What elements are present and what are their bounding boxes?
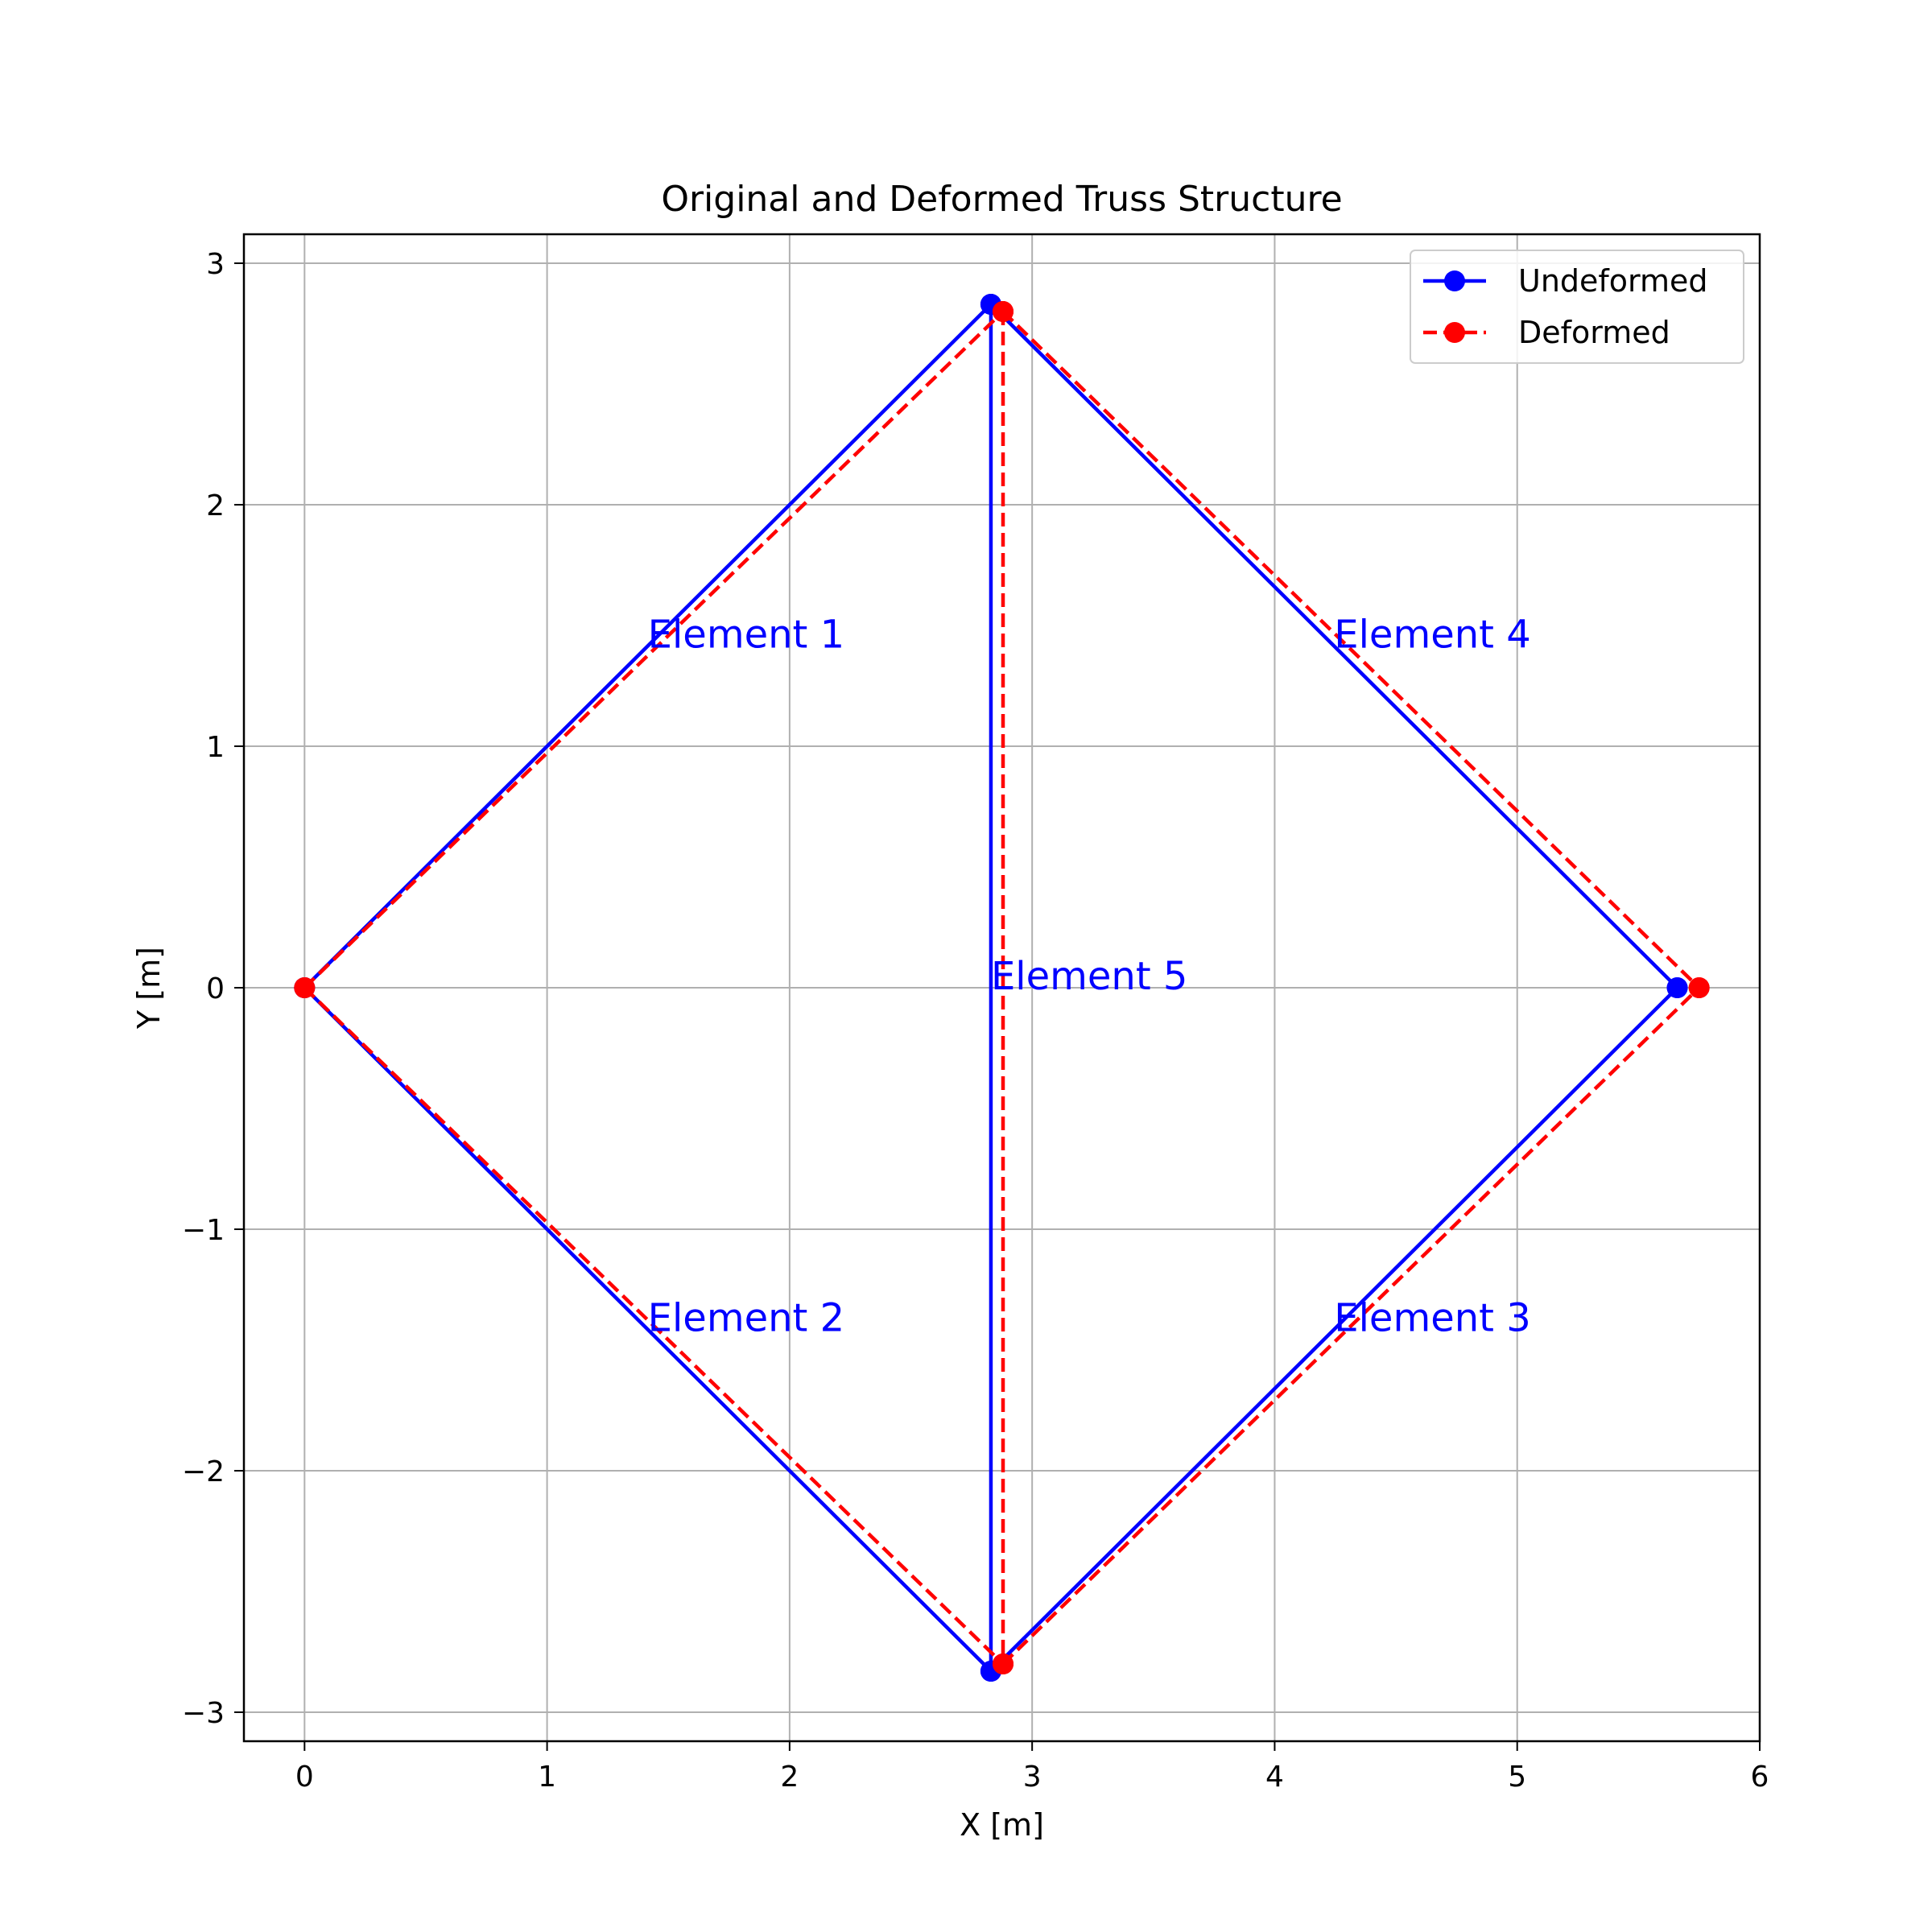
y-tick-label-3: 0 bbox=[206, 972, 225, 1005]
legend-label-undeformed: Undeformed bbox=[1518, 263, 1708, 299]
x-tick-label-1: 1 bbox=[538, 1761, 556, 1794]
deformed-element-4-end-point bbox=[1688, 977, 1710, 998]
y-tick-label-2: −1 bbox=[182, 1214, 225, 1247]
series-deformed bbox=[294, 301, 1710, 1674]
legend-marker-undeformed bbox=[1444, 270, 1465, 291]
axis-ticks: 0 1 2 3 4 5 6 −3 −2 −1 0 1 2 3 bbox=[182, 248, 1769, 1794]
undeformed-element-3-line bbox=[989, 986, 1679, 1673]
annotation-element-2: Element 2 bbox=[648, 1296, 845, 1341]
deformed-element-2-start-point bbox=[294, 977, 316, 998]
deformed-element-5-end-point bbox=[993, 1653, 1014, 1674]
annotation-element-5: Element 5 bbox=[991, 954, 1188, 999]
undeformed-element-4-end-point bbox=[1666, 977, 1688, 998]
x-tick-label-4: 4 bbox=[1265, 1761, 1284, 1794]
x-tick-label-2: 2 bbox=[780, 1761, 799, 1794]
chart-title: Original and Deformed Truss Structure bbox=[661, 179, 1342, 220]
annotation-element-1: Element 1 bbox=[648, 613, 845, 658]
x-axis-label: X [m] bbox=[960, 1807, 1044, 1843]
annotation-element-3: Element 3 bbox=[1334, 1296, 1531, 1341]
y-tick-label-1: −2 bbox=[182, 1455, 225, 1488]
deformed-element-1-line bbox=[303, 310, 1005, 989]
legend-box bbox=[1410, 250, 1744, 364]
y-tick-label-4: 1 bbox=[206, 731, 225, 764]
x-tick-label-0: 0 bbox=[295, 1761, 314, 1794]
undeformed-element-2-line bbox=[303, 986, 993, 1673]
legend-marker-deformed bbox=[1444, 322, 1465, 343]
y-tick-label-0: −3 bbox=[182, 1697, 225, 1730]
deformed-element-2-line bbox=[303, 986, 1005, 1666]
deformed-element-5-start-point bbox=[993, 301, 1014, 322]
plot-data bbox=[294, 294, 1710, 1682]
x-tick-label-3: 3 bbox=[1023, 1761, 1042, 1794]
deformed-element-4-line bbox=[1001, 310, 1701, 989]
undeformed-element-1-line bbox=[303, 303, 993, 989]
y-tick-label-5: 2 bbox=[206, 489, 225, 522]
x-tick-label-5: 5 bbox=[1508, 1761, 1526, 1794]
x-tick-label-6: 6 bbox=[1751, 1761, 1769, 1794]
y-tick-label-6: 3 bbox=[206, 248, 225, 281]
deformed-element-3-line bbox=[1001, 986, 1701, 1666]
undeformed-element-4-line bbox=[989, 303, 1679, 989]
element-annotations: Element 1 Element 2 Element 3 Element 4 Elem… bbox=[648, 613, 1531, 1341]
annotation-element-4: Element 4 bbox=[1334, 613, 1531, 658]
legend-label-deformed: Deformed bbox=[1518, 315, 1670, 350]
series-undeformed bbox=[294, 294, 1688, 1682]
y-axis-label: Y [m] bbox=[131, 947, 167, 1030]
legend: Undeformed Deformed bbox=[1410, 250, 1744, 364]
